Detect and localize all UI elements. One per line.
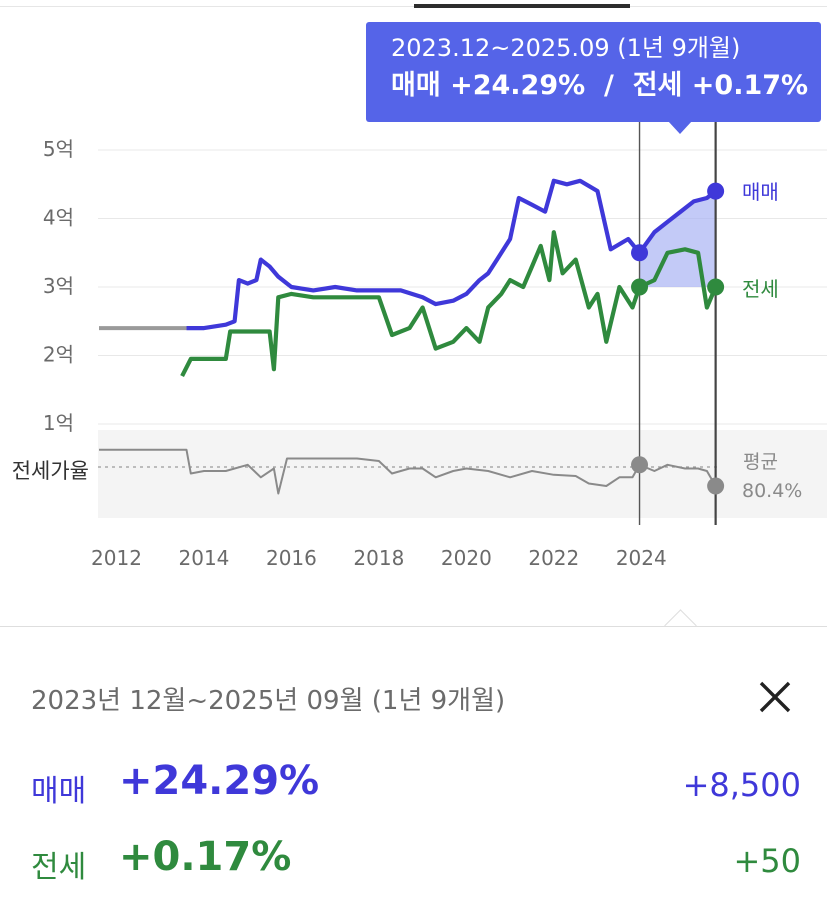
tooltip-sale-label: 매매: [391, 70, 441, 101]
selection-point: [707, 182, 725, 200]
x-axis: 2012 2014 2016 2018 2020 2022 2024: [91, 546, 667, 570]
jeonse-end-label: 전세: [742, 277, 779, 301]
selection-point: [707, 278, 725, 296]
tooltip-sale-change: +24.29%: [450, 70, 586, 101]
y-tick-label: 4억: [43, 206, 74, 230]
top-divider: [0, 6, 827, 7]
tooltip-period: 2023.12~2025.09 (1년 9개월): [391, 34, 741, 62]
ratio-average-value: 80.4%: [742, 480, 802, 502]
close-icon[interactable]: [752, 674, 798, 720]
x-tick-label: 2020: [441, 546, 492, 570]
x-tick-label: 2018: [353, 546, 404, 570]
sale-change: +24.29%: [119, 758, 320, 804]
panel-divider: [0, 626, 827, 627]
sale-end-label: 매매: [742, 180, 779, 204]
jeonse-label: 전세: [31, 850, 87, 885]
x-tick-label: 2024: [616, 546, 667, 570]
chart-series: [99, 178, 725, 495]
y-tick-label: 5억: [43, 137, 74, 161]
tooltip-jeonse-change: +0.17%: [691, 70, 809, 101]
selection-point: [631, 456, 649, 474]
y-tick-label: 2억: [43, 343, 74, 367]
close-button[interactable]: [752, 674, 798, 720]
selection-point: [631, 244, 649, 262]
active-tab-indicator: [414, 4, 630, 8]
sale-series-line: [186, 178, 717, 331]
jeonse-change: +0.17%: [119, 834, 292, 880]
y-tick-label: 1억: [43, 411, 74, 435]
y-tick-label: 3억: [43, 274, 74, 298]
jeonse-amount: +50: [733, 842, 801, 880]
sale-amount: +8,500: [682, 766, 801, 804]
ratio-average-label: 평균: [743, 451, 778, 473]
selection-point: [631, 278, 649, 296]
x-tick-label: 2012: [91, 546, 142, 570]
ratio-axis-label: 전세가율: [12, 459, 89, 483]
tooltip-pointer: [668, 121, 692, 134]
sale-label: 매매: [31, 774, 87, 809]
x-tick-label: 2014: [179, 546, 230, 570]
tooltip-separator: /: [604, 70, 614, 101]
selection-point: [707, 477, 725, 495]
selection-fill: [639, 191, 716, 287]
summary-period: 2023년 12월~2025년 09월 (1년 9개월): [31, 686, 506, 716]
range-tooltip: 2023.12~2025.09 (1년 9개월) 매매 +24.29% / 전세…: [366, 22, 821, 122]
x-tick-label: 2016: [266, 546, 317, 570]
ratio-band: [98, 430, 827, 518]
sale-summary-row: 매매 +24.29% +8,500: [31, 758, 801, 810]
jeonse-summary-row: 전세 +0.17% +50: [31, 834, 801, 886]
tooltip-jeonse-label: 전세: [632, 70, 683, 101]
tooltip-changes: 매매 +24.29% / 전세 +0.17%: [391, 66, 821, 106]
x-tick-label: 2022: [528, 546, 579, 570]
jeonse-series-line: [180, 230, 718, 378]
